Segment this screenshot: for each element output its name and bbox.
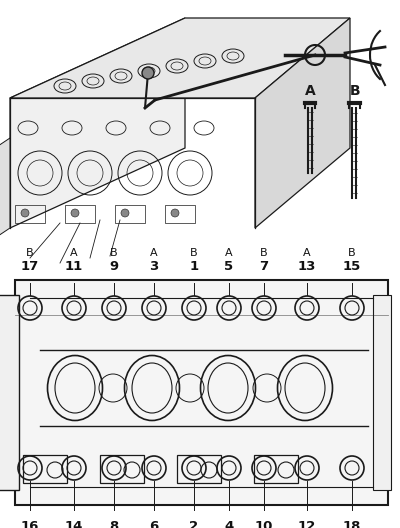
Text: 18: 18 (343, 520, 361, 528)
Text: 13: 13 (298, 260, 316, 273)
Text: 12: 12 (298, 520, 316, 528)
Text: B: B (350, 84, 360, 98)
Text: 9: 9 (110, 260, 118, 273)
Text: 16: 16 (21, 520, 39, 528)
Polygon shape (255, 18, 350, 228)
Text: 3: 3 (149, 260, 159, 273)
Circle shape (21, 209, 29, 217)
Text: 11: 11 (65, 260, 83, 273)
Text: B: B (26, 248, 34, 258)
Circle shape (142, 67, 154, 79)
Text: 7: 7 (260, 260, 268, 273)
Text: 17: 17 (21, 260, 39, 273)
Circle shape (71, 209, 79, 217)
Bar (115, 205, 145, 223)
Text: A: A (225, 248, 233, 258)
Text: 2: 2 (190, 520, 198, 528)
Text: 15: 15 (343, 260, 361, 273)
Bar (165, 205, 195, 223)
Bar (15, 280, 388, 505)
Text: A: A (303, 248, 311, 258)
Text: B: B (190, 248, 198, 258)
Text: A: A (150, 248, 158, 258)
Bar (100, 455, 144, 483)
Text: A: A (70, 248, 78, 258)
Text: A: A (305, 84, 315, 98)
Bar (23, 455, 67, 483)
Text: 1: 1 (190, 260, 198, 273)
Text: 10: 10 (255, 520, 273, 528)
Text: B: B (110, 248, 118, 258)
Bar (0, 295, 19, 490)
Bar (254, 455, 298, 483)
Text: 8: 8 (109, 520, 119, 528)
Polygon shape (0, 138, 10, 248)
Text: 5: 5 (224, 260, 234, 273)
Bar (15, 205, 45, 223)
Text: 6: 6 (149, 520, 159, 528)
Circle shape (171, 209, 179, 217)
Bar (177, 455, 221, 483)
Circle shape (121, 209, 129, 217)
Text: 14: 14 (65, 520, 83, 528)
Bar (65, 205, 95, 223)
Text: B: B (260, 248, 268, 258)
Bar (373, 295, 391, 490)
Text: 4: 4 (224, 520, 234, 528)
Polygon shape (10, 18, 350, 98)
Polygon shape (10, 18, 185, 228)
Text: B: B (348, 248, 356, 258)
